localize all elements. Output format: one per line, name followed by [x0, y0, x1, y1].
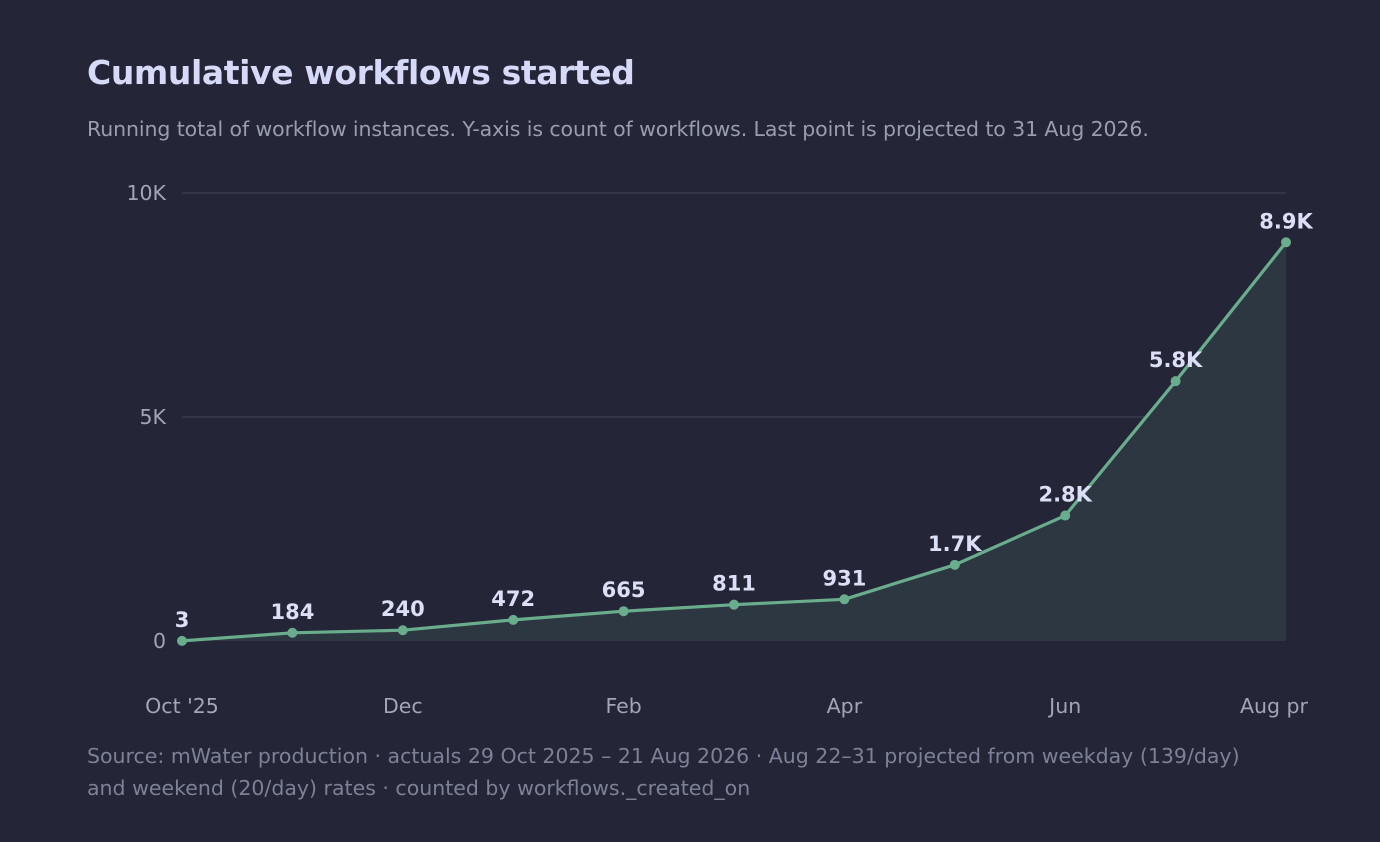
- y-tick-label-0: 0: [153, 629, 166, 653]
- chart-source-note: Source: mWater production · actuals 29 O…: [87, 744, 1240, 800]
- x-tick-label-4: Feb: [605, 694, 641, 718]
- data-label-7: 1.7K: [928, 532, 982, 556]
- x-tick-label-6: Apr: [827, 694, 863, 718]
- y-axis: 0 5K 10K: [126, 181, 166, 653]
- data-point-4[interactable]: [618, 606, 629, 617]
- data-label-5: 811: [712, 572, 756, 596]
- data-label-0: 3: [175, 608, 190, 632]
- x-tick-label-8: Jun: [1047, 694, 1081, 718]
- data-point-0[interactable]: [177, 635, 187, 646]
- x-tick-label-10: Aug pr: [1240, 694, 1309, 718]
- x-axis: Oct '25 Dec Feb Apr Jun Aug pr: [145, 694, 1308, 718]
- data-point-9[interactable]: [1170, 376, 1181, 387]
- data-point-2[interactable]: [397, 625, 408, 636]
- data-label-10: 8.9K: [1259, 209, 1313, 233]
- data-label-1: 184: [270, 600, 314, 624]
- data-point-3[interactable]: [508, 614, 519, 625]
- chart-subtitle: Running total of workflow instances. Y-a…: [87, 117, 1149, 141]
- data-label-6: 931: [822, 566, 866, 590]
- data-point-5[interactable]: [729, 599, 739, 610]
- chart-title: Cumulative workflows started: [87, 53, 635, 92]
- data-point-7[interactable]: [949, 559, 960, 570]
- data-point-10[interactable]: [1281, 237, 1291, 248]
- data-point-8[interactable]: [1060, 510, 1071, 521]
- y-tick-label-5k: 5K: [140, 405, 167, 429]
- data-point-6[interactable]: [839, 594, 850, 605]
- data-labels: 3 184 240 472 665 811 931 1.7K 2.8K 5.8K 8.9K: [175, 209, 1314, 632]
- x-tick-label-2: Dec: [383, 694, 423, 718]
- data-label-8: 2.8K: [1038, 483, 1092, 507]
- y-tick-label-10k: 10K: [126, 181, 166, 205]
- x-tick-label-0: Oct '25: [145, 694, 219, 718]
- data-label-9: 5.8K: [1149, 348, 1203, 372]
- data-points: [177, 237, 1291, 646]
- data-point-1[interactable]: [287, 627, 298, 638]
- data-label-3: 472: [491, 587, 535, 611]
- data-label-4: 665: [602, 578, 646, 602]
- data-label-2: 240: [381, 597, 425, 621]
- grid-layer: [182, 192, 1286, 418]
